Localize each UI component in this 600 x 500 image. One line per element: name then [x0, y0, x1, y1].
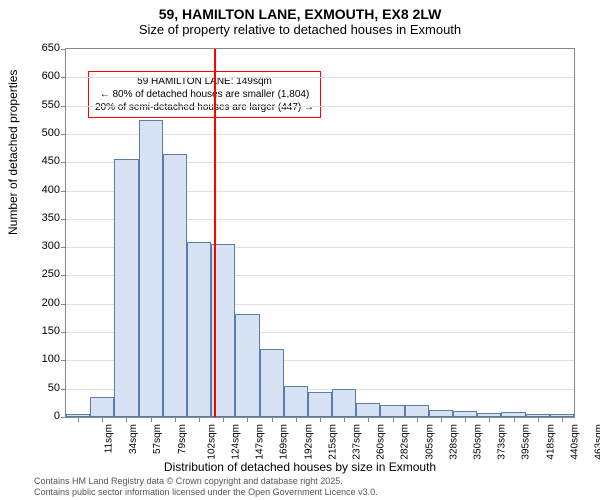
- y-tick-label: 0: [10, 410, 60, 422]
- x-tick: [199, 417, 200, 422]
- y-tick: [61, 332, 66, 333]
- histogram-bar: [90, 397, 114, 417]
- x-tick: [441, 417, 442, 422]
- x-tick-label: 260sqm: [376, 424, 387, 460]
- x-tick-label: 192sqm: [303, 424, 314, 460]
- x-tick-label: 395sqm: [521, 424, 532, 460]
- y-tick-label: 550: [10, 99, 60, 111]
- x-tick: [489, 417, 490, 422]
- gridline: [66, 106, 574, 107]
- histogram-bar: [163, 154, 187, 417]
- x-tick: [465, 417, 466, 422]
- x-tick: [417, 417, 418, 422]
- y-tick: [61, 106, 66, 107]
- x-tick: [247, 417, 248, 422]
- y-tick-label: 600: [10, 70, 60, 82]
- annotation-line-3: 20% of semi-detached houses are larger (…: [95, 101, 314, 114]
- x-tick-label: 102sqm: [206, 424, 217, 460]
- plot-area: 59 HAMILTON LANE: 149sqm ← 80% of detach…: [65, 48, 575, 418]
- y-tick-label: 200: [10, 297, 60, 309]
- y-tick: [61, 389, 66, 390]
- y-tick: [61, 219, 66, 220]
- y-tick: [61, 304, 66, 305]
- x-tick-label: 237sqm: [352, 424, 363, 460]
- histogram-bar: [284, 386, 308, 417]
- x-tick: [562, 417, 563, 422]
- x-tick-label: 215sqm: [327, 424, 338, 460]
- x-tick-label: 305sqm: [424, 424, 435, 460]
- histogram-bar: [308, 392, 332, 417]
- x-tick: [514, 417, 515, 422]
- x-tick-label: 440sqm: [569, 424, 580, 460]
- y-axis-label: Number of detached properties: [6, 70, 20, 235]
- y-tick-label: 500: [10, 127, 60, 139]
- x-tick: [344, 417, 345, 422]
- footer-attribution: Contains HM Land Registry data © Crown c…: [34, 476, 378, 498]
- y-tick: [61, 49, 66, 50]
- x-tick: [296, 417, 297, 422]
- histogram-bar: [332, 389, 356, 417]
- x-tick: [368, 417, 369, 422]
- footer-line-1: Contains HM Land Registry data © Crown c…: [34, 476, 378, 487]
- x-tick-label: 34sqm: [128, 424, 139, 454]
- histogram-bar: [429, 410, 453, 417]
- y-tick: [61, 191, 66, 192]
- y-tick-label: 300: [10, 240, 60, 252]
- chart-title: 59, HAMILTON LANE, EXMOUTH, EX8 2LW: [0, 0, 600, 22]
- y-tick: [61, 162, 66, 163]
- y-tick-label: 650: [10, 42, 60, 54]
- x-tick: [393, 417, 394, 422]
- x-tick-label: 79sqm: [177, 424, 188, 454]
- y-tick: [61, 417, 66, 418]
- y-tick-label: 100: [10, 353, 60, 365]
- annotation-line-2: ← 80% of detached houses are smaller (1,…: [95, 88, 314, 101]
- x-tick: [320, 417, 321, 422]
- histogram-bar: [139, 120, 163, 417]
- y-tick: [61, 77, 66, 78]
- y-tick: [61, 275, 66, 276]
- x-tick-label: 463sqm: [593, 424, 600, 460]
- x-tick-label: 350sqm: [473, 424, 484, 460]
- x-tick: [175, 417, 176, 422]
- x-tick: [223, 417, 224, 422]
- x-tick-label: 418sqm: [545, 424, 556, 460]
- x-tick-label: 282sqm: [400, 424, 411, 460]
- chart-container: 59, HAMILTON LANE, EXMOUTH, EX8 2LW Size…: [0, 0, 600, 500]
- x-tick-label: 124sqm: [231, 424, 242, 460]
- x-tick: [538, 417, 539, 422]
- chart-subtitle: Size of property relative to detached ho…: [0, 22, 600, 41]
- y-tick-label: 150: [10, 325, 60, 337]
- x-tick-label: 11sqm: [103, 424, 114, 453]
- footer-line-2: Contains public sector information licen…: [34, 487, 378, 498]
- y-tick-label: 450: [10, 155, 60, 167]
- x-tick-label: 373sqm: [497, 424, 508, 460]
- y-tick: [61, 360, 66, 361]
- y-tick-label: 400: [10, 184, 60, 196]
- histogram-bar: [114, 159, 138, 417]
- histogram-bar: [235, 314, 259, 417]
- histogram-bar: [405, 405, 429, 417]
- x-axis-label: Distribution of detached houses by size …: [0, 460, 600, 474]
- x-tick-label: 169sqm: [279, 424, 290, 460]
- x-tick: [102, 417, 103, 422]
- y-tick-label: 50: [10, 382, 60, 394]
- histogram-bar: [380, 405, 404, 417]
- x-tick: [272, 417, 273, 422]
- gridline: [66, 77, 574, 78]
- x-tick: [78, 417, 79, 422]
- y-tick: [61, 247, 66, 248]
- x-tick-label: 328sqm: [448, 424, 459, 460]
- y-tick-label: 350: [10, 212, 60, 224]
- x-tick-label: 57sqm: [152, 424, 163, 454]
- y-tick-label: 250: [10, 268, 60, 280]
- histogram-bar: [356, 403, 380, 417]
- histogram-bar: [260, 349, 284, 417]
- x-tick-label: 147sqm: [255, 424, 266, 460]
- histogram-bar: [187, 242, 211, 418]
- x-tick: [126, 417, 127, 422]
- reference-line: [214, 49, 216, 417]
- y-tick: [61, 134, 66, 135]
- x-tick: [151, 417, 152, 422]
